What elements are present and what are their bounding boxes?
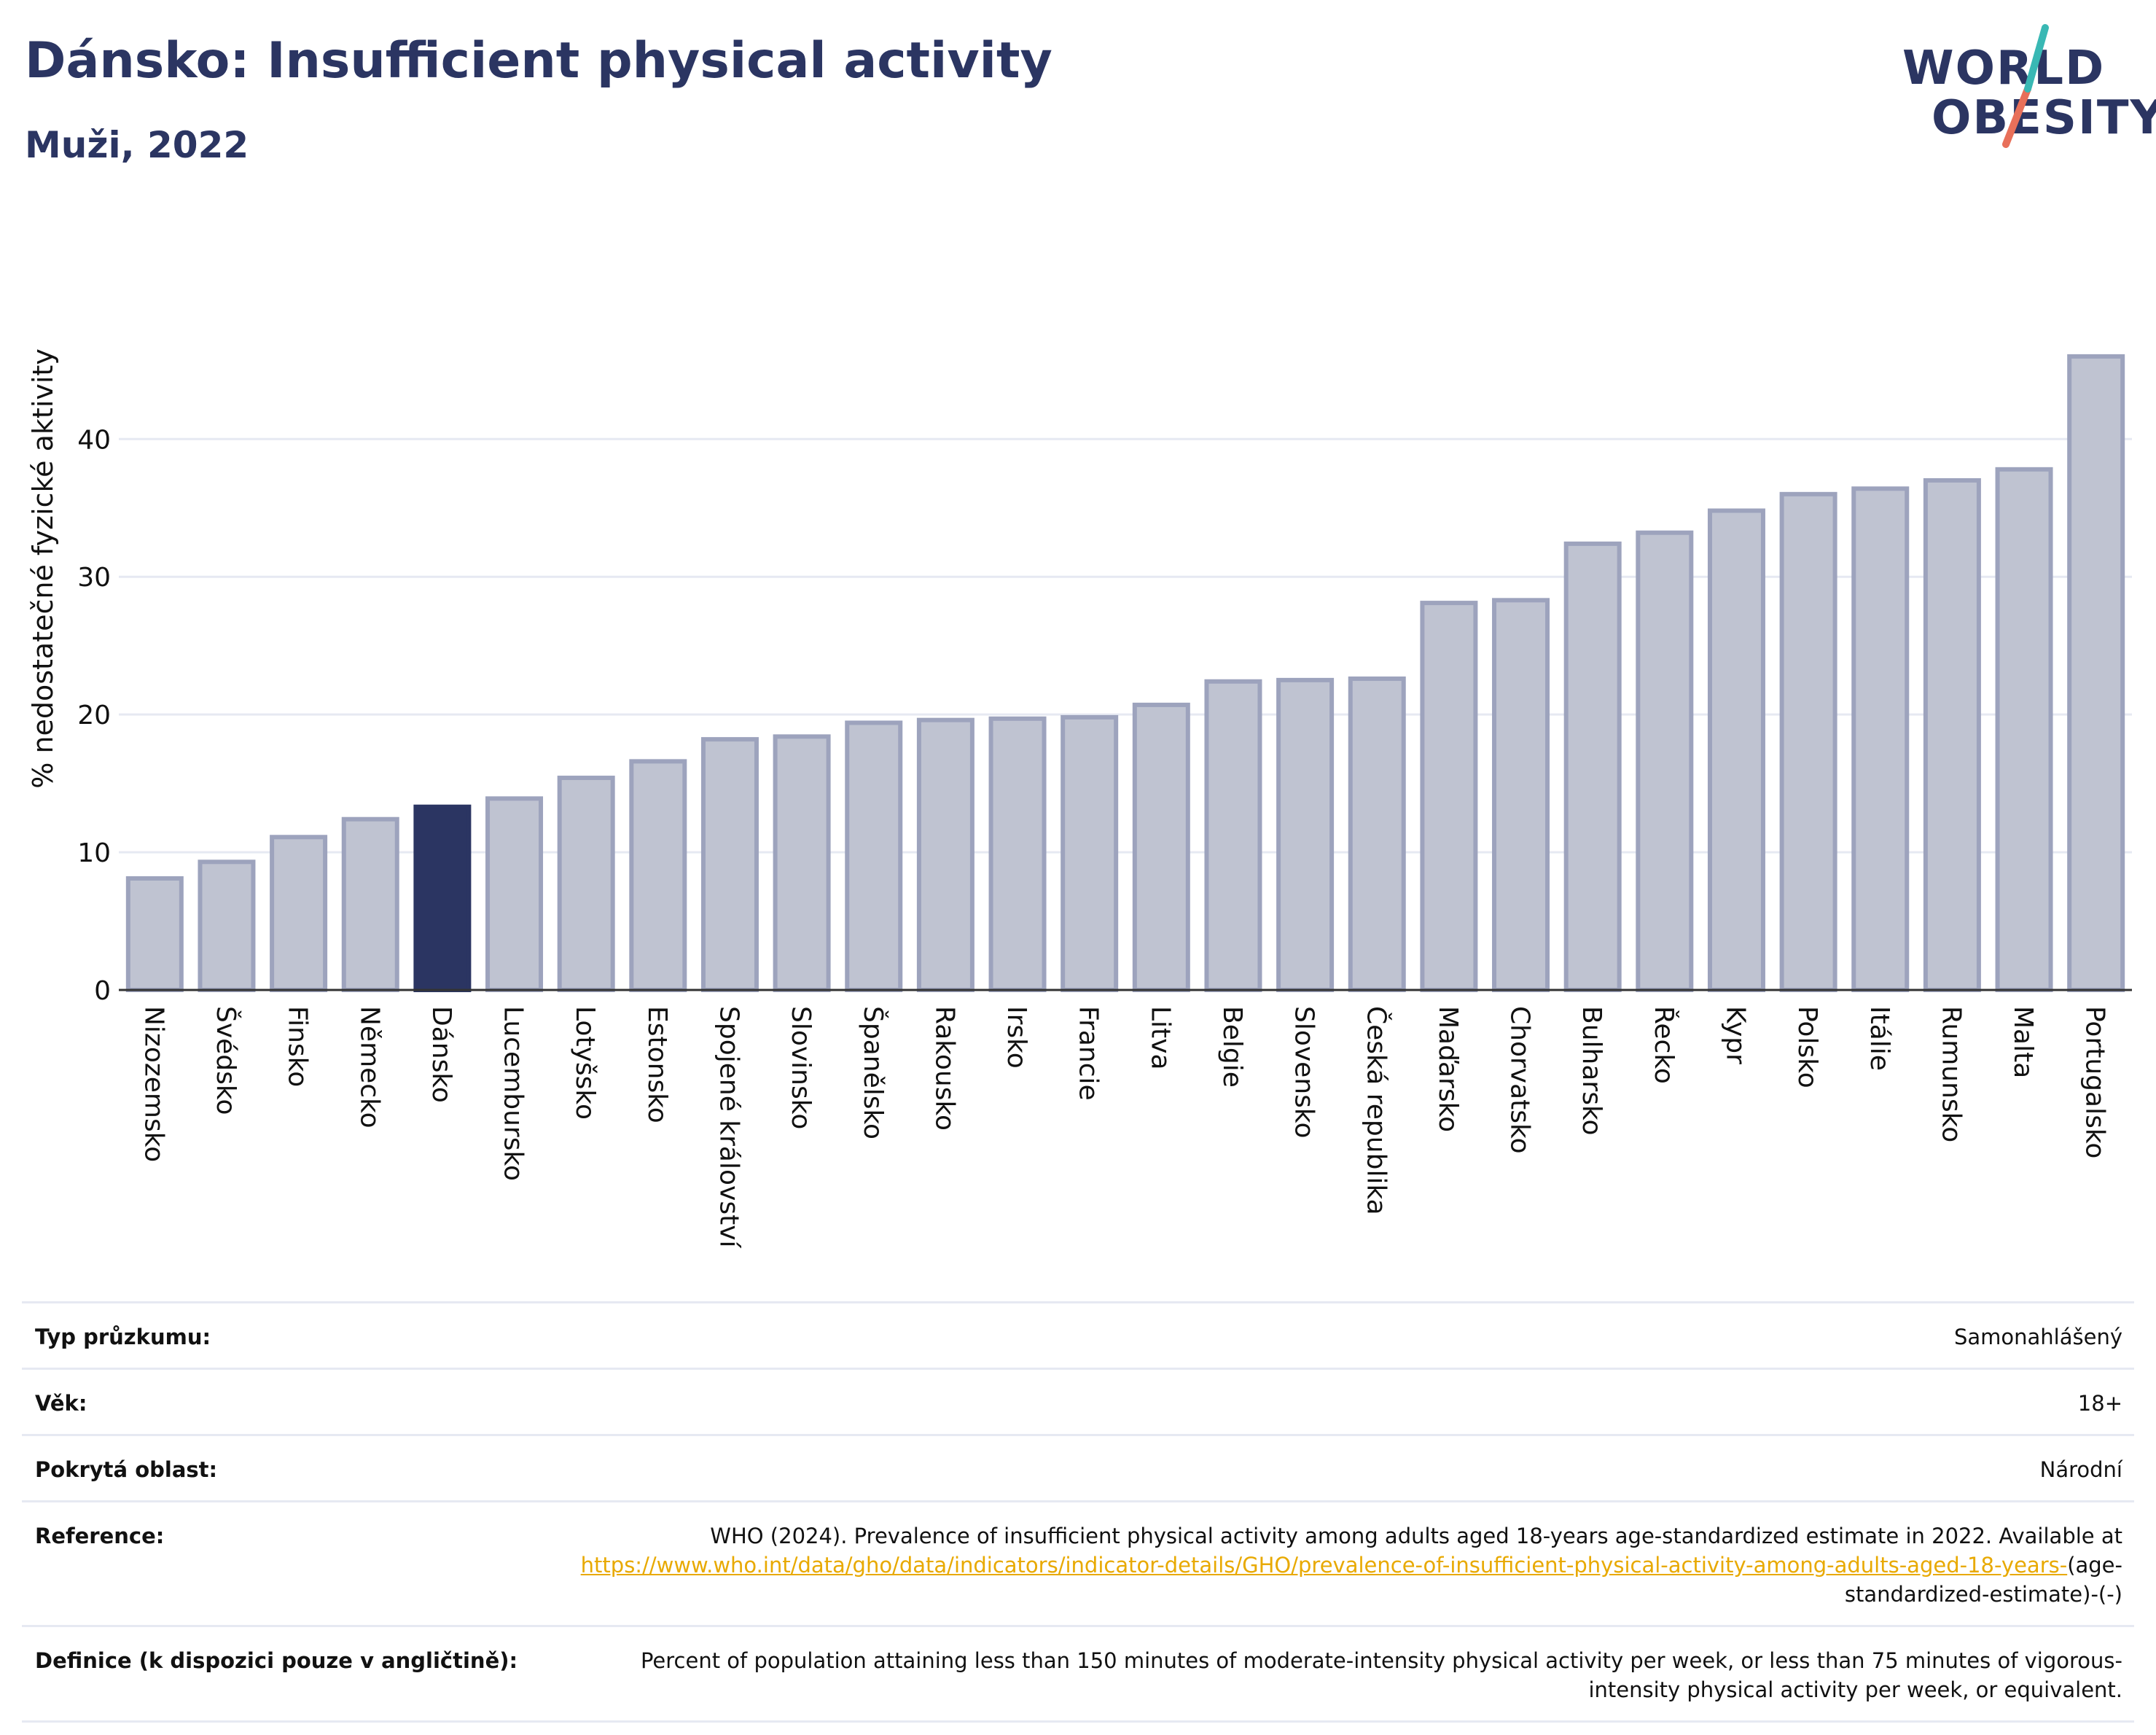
y-tick-label: 10 bbox=[77, 838, 111, 868]
y-tick-label: 20 bbox=[77, 701, 111, 730]
x-tick-label: Česká republika bbox=[1361, 1006, 1391, 1215]
info-label: Pokrytá oblast: bbox=[35, 1457, 218, 1482]
x-tick-label: Litva bbox=[1145, 1006, 1175, 1070]
bar-Belgie bbox=[1204, 679, 1262, 992]
info-row-survey-type: Typ průzkumu: Samonahlášený bbox=[22, 1301, 2134, 1368]
y-tick-label: 40 bbox=[77, 425, 111, 455]
bar-Slovinsko bbox=[773, 734, 831, 992]
world-obesity-logo: WORLD OBESITY bbox=[1902, 22, 2156, 153]
info-label: Definice (k dispozici pouze v angličtině… bbox=[35, 1648, 518, 1673]
bar-Malta bbox=[1995, 467, 2053, 992]
bar-Nizozemsko bbox=[125, 876, 184, 993]
x-tick-label: Polsko bbox=[1792, 1006, 1822, 1088]
x-tick-label: Malta bbox=[2008, 1006, 2038, 1078]
info-value: 18+ bbox=[2077, 1391, 2122, 1416]
axis-layer: 0 10 20 30 40 Nizozemsko Švédsko Finsko Německo D… bbox=[77, 425, 2132, 1249]
logo-slash-icon bbox=[2002, 24, 2049, 148]
x-tick-label: Slovinsko bbox=[786, 1006, 816, 1129]
bar-Spojené království bbox=[700, 737, 759, 992]
info-row-age: Věk: 18+ bbox=[22, 1368, 2134, 1434]
x-tick-label: Spojené království bbox=[714, 1006, 743, 1249]
info-value: Percent of population attaining less tha… bbox=[640, 1648, 2122, 1702]
x-tick-label: Portugalsko bbox=[2080, 1006, 2110, 1158]
reference-suffix: (age-standardized-estimate)-(-) bbox=[1844, 1553, 2122, 1607]
bar-Lucembursko bbox=[485, 796, 544, 992]
x-tick-label: Nizozemsko bbox=[138, 1006, 168, 1162]
bar-Chorvatsko bbox=[1492, 598, 1550, 992]
bar-Kypr bbox=[1707, 508, 1765, 992]
bar-Estonsko bbox=[629, 759, 687, 992]
x-tick-label: Itálie bbox=[1864, 1006, 1894, 1071]
x-tick-label: Švédsko bbox=[211, 1006, 241, 1115]
info-row-reference: Reference: WHO (2024). Prevalence of ins… bbox=[22, 1500, 2134, 1625]
x-tick-label: Lucembursko bbox=[499, 1006, 528, 1181]
reference-value: WHO (2024). Prevalence of insufficient p… bbox=[555, 1521, 2122, 1609]
bar-Irsko bbox=[988, 716, 1047, 992]
x-tick-label: Maďarsko bbox=[1433, 1006, 1463, 1132]
bar-Portugalsko bbox=[2067, 354, 2125, 992]
bar-chart: 0 10 20 30 40 Nizozemsko Švédsko Finsko Německo D… bbox=[27, 348, 2132, 1249]
bar-Rumunsko bbox=[1923, 477, 1981, 992]
y-tick-label: 30 bbox=[77, 563, 111, 593]
bar-Řecko bbox=[1636, 530, 1694, 992]
bar-Dánsko bbox=[413, 804, 472, 993]
x-tick-label: Slovensko bbox=[1289, 1006, 1319, 1139]
reference-text: WHO (2024). Prevalence of insufficient p… bbox=[710, 1524, 2122, 1548]
bar-Itálie bbox=[1851, 486, 1910, 992]
info-value: Národní bbox=[2039, 1457, 2122, 1482]
info-label: Typ průzkumu: bbox=[35, 1325, 211, 1349]
x-tick-label: Irsko bbox=[1001, 1006, 1031, 1069]
x-tick-label: Rakousko bbox=[929, 1006, 959, 1131]
x-tick-label: Chorvatsko bbox=[1505, 1006, 1535, 1154]
x-tick-label: Lotyšsko bbox=[570, 1006, 600, 1120]
logo-line-1: WORLD bbox=[1902, 42, 2106, 95]
bars-layer bbox=[125, 354, 2125, 993]
x-tick-label: Španělsko bbox=[858, 1006, 888, 1139]
x-tick-label: Dánsko bbox=[426, 1006, 456, 1103]
bar-Rakousko bbox=[916, 717, 975, 992]
y-axis-label: % nedostatečné fyzické aktivity bbox=[27, 348, 59, 789]
x-tick-label: Bulharsko bbox=[1577, 1006, 1606, 1136]
bar-Lotyšsko bbox=[557, 776, 615, 992]
bar-Německo bbox=[341, 816, 399, 993]
bar-Maďarsko bbox=[1420, 601, 1478, 992]
bar-Španělsko bbox=[845, 720, 903, 992]
logo-line-2: OBESITY bbox=[1932, 91, 2156, 145]
bar-Francie bbox=[1061, 714, 1119, 992]
page-title: Dánsko: Insufficient physical activity bbox=[25, 32, 1052, 90]
bar-Švédsko bbox=[198, 859, 256, 992]
x-tick-label: Kypr bbox=[1720, 1006, 1750, 1064]
y-tick-label: 0 bbox=[94, 976, 111, 1006]
bar-Slovensko bbox=[1276, 677, 1335, 992]
bar-Bulharsko bbox=[1563, 541, 1622, 992]
bar-Finsko bbox=[270, 835, 328, 992]
info-row-definition: Definice (k dispozici pouze v angličtině… bbox=[22, 1625, 2134, 1723]
bar-Litva bbox=[1132, 702, 1190, 992]
page-subtitle: Muži, 2022 bbox=[25, 124, 249, 166]
x-tick-label: Německo bbox=[354, 1006, 384, 1128]
x-tick-label: Řecko bbox=[1649, 1006, 1679, 1084]
info-label: Věk: bbox=[35, 1391, 87, 1416]
info-value: Samonahlášený bbox=[1953, 1325, 2122, 1349]
info-row-coverage: Pokrytá oblast: Národní bbox=[22, 1434, 2134, 1500]
bar-Polsko bbox=[1779, 491, 1837, 992]
x-tick-label: Belgie bbox=[1217, 1006, 1247, 1088]
x-tick-label: Rumunsko bbox=[1936, 1006, 1966, 1142]
x-tick-label: Finsko bbox=[283, 1006, 313, 1087]
reference-link[interactable]: https://www.who.int/data/gho/data/indica… bbox=[580, 1553, 2068, 1578]
x-tick-label: Francie bbox=[1074, 1006, 1104, 1101]
x-tick-label: Estonsko bbox=[642, 1006, 672, 1123]
bar-Česká republika bbox=[1348, 677, 1406, 993]
info-table: Typ průzkumu: Samonahlášený Věk: 18+ Pok… bbox=[22, 1301, 2134, 1723]
info-label: Reference: bbox=[35, 1524, 165, 1548]
